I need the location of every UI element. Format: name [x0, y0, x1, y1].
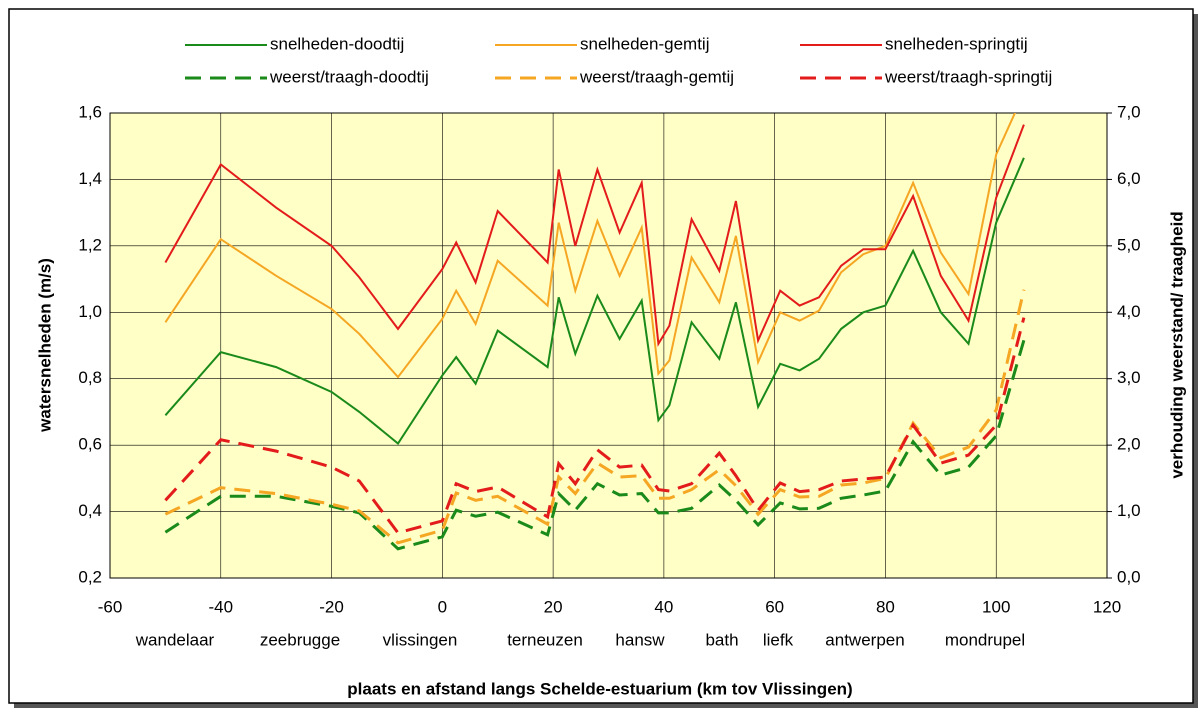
y-tick-label: 0,8	[78, 368, 102, 387]
series-line	[164, 339, 1026, 551]
plot-area	[109, 112, 1108, 579]
series-line	[164, 289, 1026, 545]
x-tick-label: 80	[876, 597, 895, 616]
y-tick-label: 1,6	[78, 102, 102, 121]
x-tick-label: -60	[98, 597, 123, 616]
y2-tick-label: 4,0	[1117, 302, 1141, 321]
location-label: hansw	[615, 630, 665, 649]
location-label: vlissingen	[383, 630, 458, 649]
y-tick-label: 1,2	[78, 235, 102, 254]
x-tick-label: 0	[438, 597, 447, 616]
series-line	[164, 124, 1025, 347]
y2-tick-label: 2,0	[1117, 435, 1141, 454]
y2-axis-title: verhouding weerstand/ traagheid	[1167, 211, 1186, 478]
y2-tick-label: 3,0	[1117, 368, 1141, 387]
legend-label: snelheden-gemtij	[580, 34, 709, 53]
legend-label: weerst/traagh-doodtij	[269, 67, 429, 86]
x-tick-label: 120	[1093, 597, 1121, 616]
legend-label: weerst/traagh-gemtij	[579, 67, 734, 86]
x-tick-label: 100	[982, 597, 1010, 616]
x-tick-label: 40	[654, 597, 673, 616]
location-label: antwerpen	[825, 630, 904, 649]
legend-label: weerst/traagh-springtij	[884, 67, 1052, 86]
x-tick-label: -20	[319, 597, 344, 616]
series-group	[164, 113, 1026, 551]
legend-label: snelheden-doodtij	[270, 34, 404, 53]
legend-label: snelheden-springtij	[885, 34, 1028, 53]
y-tick-label: 0,2	[78, 567, 102, 586]
location-label: bath	[705, 630, 738, 649]
location-label: zeebrugge	[260, 630, 340, 649]
y2-tick-label: 1,0	[1117, 501, 1141, 520]
y-tick-label: 1,4	[78, 169, 102, 188]
y-tick-label: 0,4	[78, 501, 102, 520]
series-line	[164, 317, 1026, 535]
y2-tick-label: 6,0	[1117, 169, 1141, 188]
location-label: terneuzen	[507, 630, 583, 649]
x-axis-title: plaats en afstand langs Schelde-estuariu…	[347, 679, 852, 698]
y2-tick-label: 5,0	[1117, 235, 1141, 254]
y-axis-title: watersnelheden (m/s)	[35, 258, 54, 433]
x-tick-label: 20	[544, 597, 563, 616]
location-label: liefk	[763, 630, 794, 649]
series-line	[164, 157, 1025, 445]
y2-tick-label: 7,0	[1117, 102, 1141, 121]
x-tick-label: -40	[208, 597, 233, 616]
y-tick-label: 1,0	[78, 302, 102, 321]
location-label: wandelaar	[135, 630, 215, 649]
y2-tick-label: 0,0	[1117, 567, 1141, 586]
location-label: mondrupel	[945, 630, 1025, 649]
y-tick-label: 0,6	[78, 435, 102, 454]
x-tick-label: 60	[765, 597, 784, 616]
